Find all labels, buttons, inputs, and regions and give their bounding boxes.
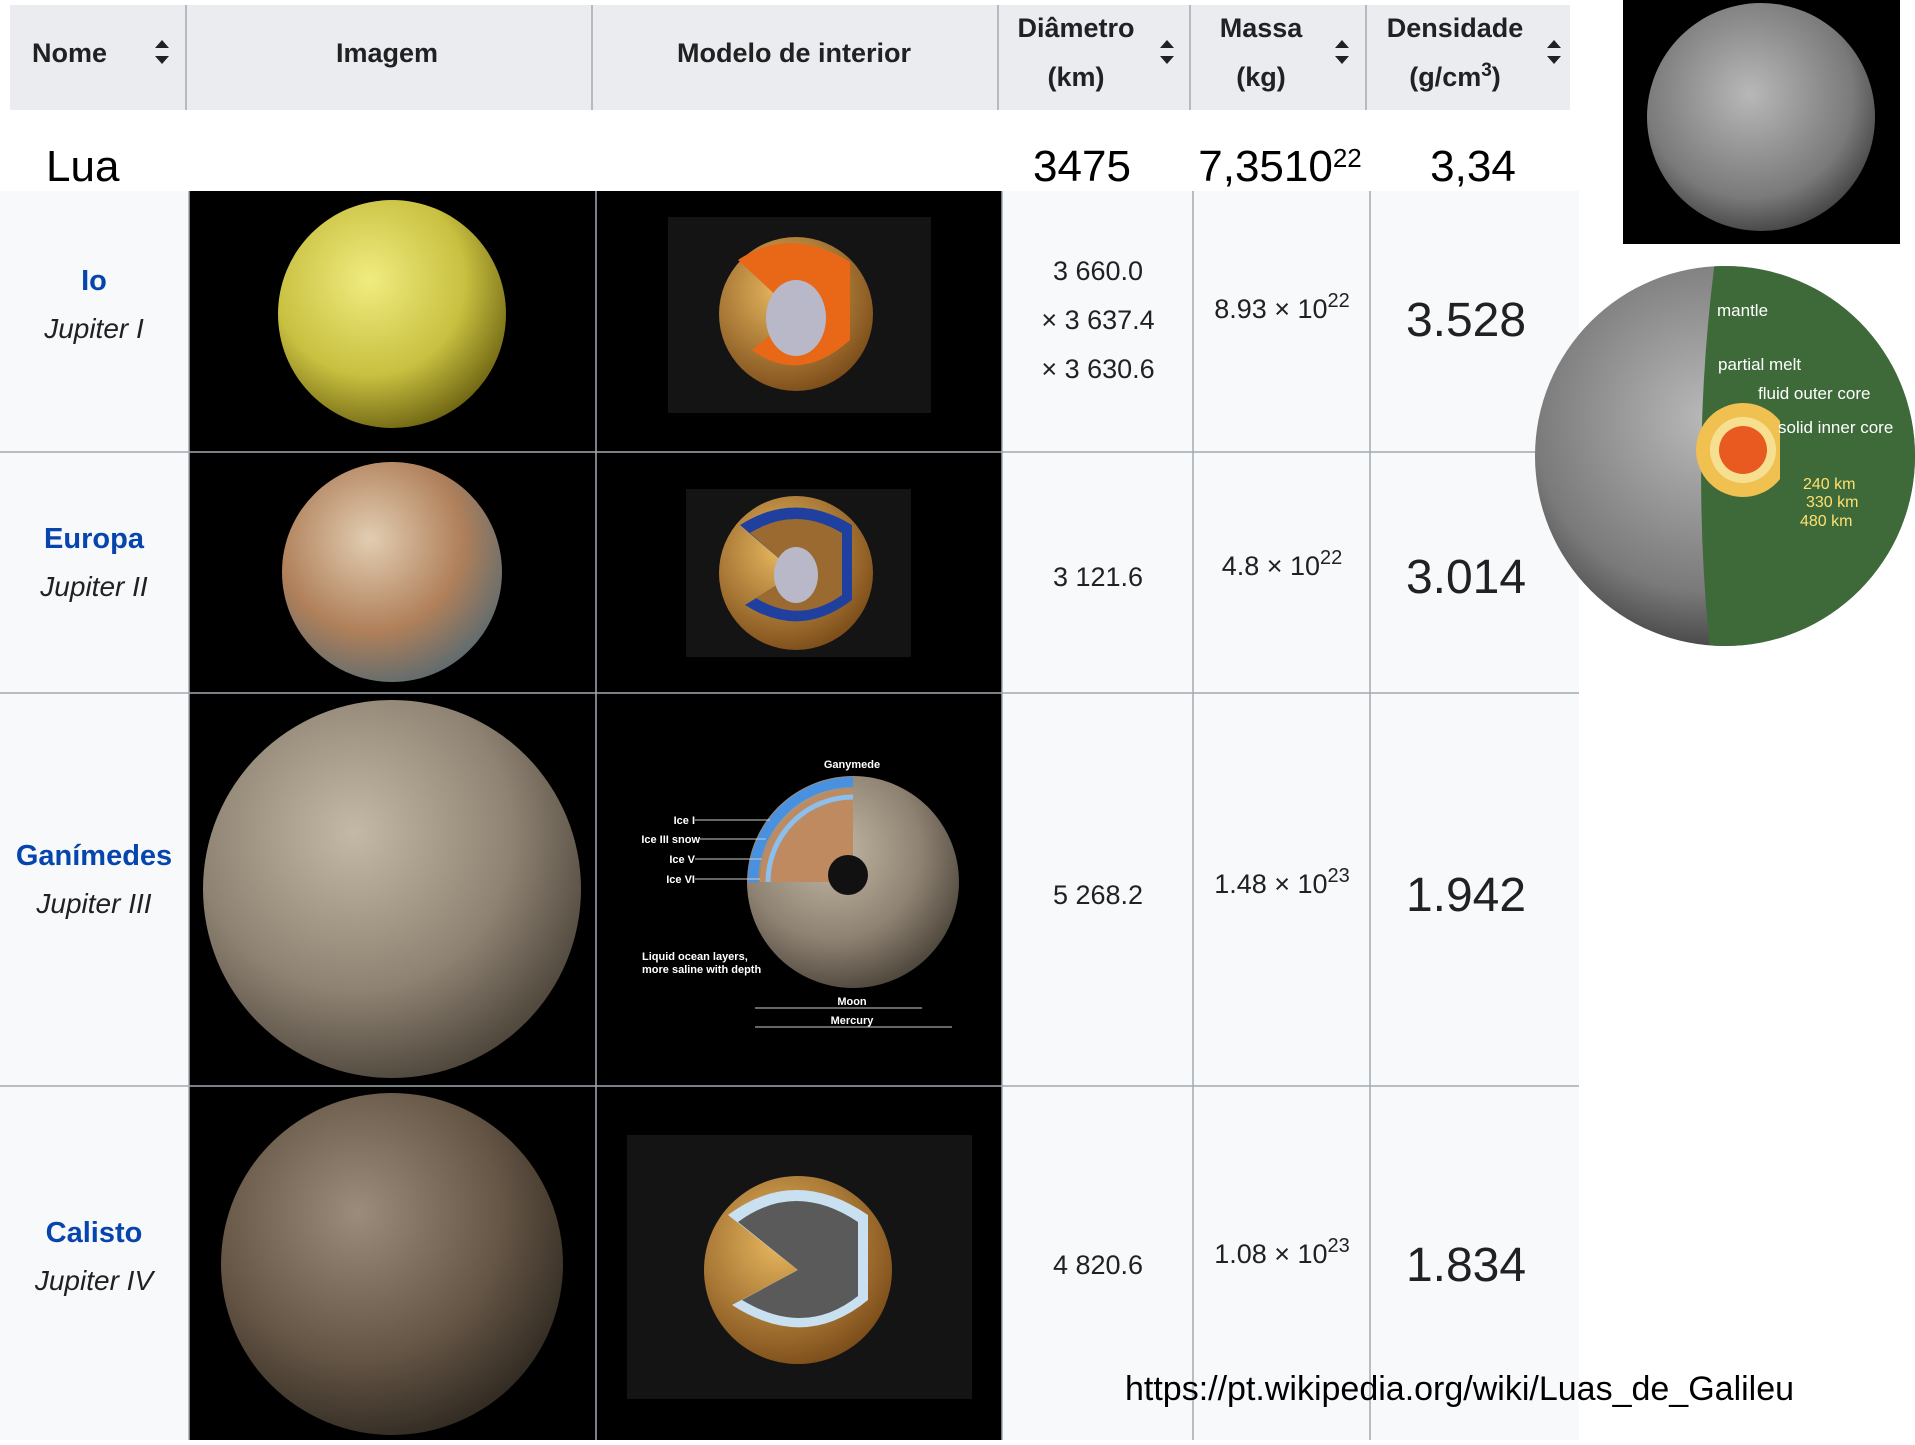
sort-icons[interactable] [155,40,1561,64]
diameter: 5 268.2 [1053,880,1143,910]
moon-diagram: mantle partial melt fluid outer core sol… [1535,266,1915,646]
ganymede-title: Ganymede [824,759,880,771]
lua-density: 3,34 [1430,142,1516,191]
moon-photo [1647,3,1875,231]
europa-image [282,462,502,682]
diameter: × 3 630.6 [1041,354,1154,384]
io-image [278,200,506,428]
density: 3.528 [1406,294,1526,347]
header-imagem: Imagem [336,38,438,68]
ganymede-ocean: Liquid ocean layers, [642,951,748,963]
ganymede-image [203,700,581,1078]
moon-label: fluid outer core [1758,384,1870,403]
mass: 4.8 × 1022 [1222,547,1343,581]
io-interior [668,217,931,413]
moon-name-link[interactable]: Ganímedes [16,840,172,872]
lua-name: Lua [46,142,120,191]
diameter: × 3 637.4 [1041,305,1154,335]
header-nome: Nome [32,38,107,68]
moon-radius: 240 km [1803,476,1855,493]
table-rows: Io Jupiter I 3 660.0 × 3 637.4 × 3 630.6 8.93… [16,256,1526,1296]
moon-name-link[interactable]: Io [81,265,107,297]
row-lines [0,191,1579,1440]
density: 3.014 [1406,551,1526,604]
ganymede-scale: Moon [837,996,867,1008]
diameter: 3 121.6 [1053,562,1143,592]
ganymede-scale: Mercury [831,1015,875,1027]
moon-label: solid inner core [1778,418,1893,437]
header-densidade: Densidade [1387,13,1524,43]
header-massa-unit: (kg) [1236,62,1286,92]
density: 1.942 [1406,869,1526,922]
ganymede-ocean: more saline with depth [642,964,761,976]
density: 1.834 [1406,1239,1526,1292]
diameter: 4 820.6 [1053,1250,1143,1280]
ganymede-layer: Ice V [669,854,695,866]
mass: 1.48 × 1023 [1214,865,1350,899]
moon-label: mantle [1717,301,1768,320]
header-densidade-unit: (g/cm3) [1409,60,1501,92]
source-url: https://pt.wikipedia.org/wiki/Luas_de_Ga… [1125,1370,1794,1408]
moon-name-link[interactable]: Calisto [46,1217,143,1249]
header-diametro-unit: (km) [1047,62,1104,92]
moon-name-link[interactable]: Europa [44,523,145,555]
ganymede-layer: Ice VI [666,874,695,886]
moon-radius: 330 km [1806,494,1858,511]
moon-designation: Jupiter IV [34,1265,156,1296]
moon-radius: 480 km [1800,513,1852,530]
ganymede-layer: Ice III snow [641,834,700,846]
ganymede-interior: Ganymede Ice I Ice III snow Ice V Ice VI… [641,759,959,1028]
mass: 8.93 × 1022 [1214,290,1350,324]
header-bg [10,5,1570,110]
lua-mass: 7,351022 [1198,142,1362,191]
ganymede-layer: Ice I [674,815,695,827]
header-diametro: Diâmetro [1017,13,1134,43]
header-dividers [185,5,1367,110]
lua-diameter: 3475 [1033,142,1131,191]
header-massa: Massa [1220,13,1304,43]
europa-interior [686,489,911,657]
callisto-image [221,1093,563,1435]
moon-designation: Jupiter III [35,888,151,919]
moon-designation: Jupiter I [43,313,144,344]
moon-label: partial melt [1718,355,1801,374]
moon-designation: Jupiter II [39,571,148,602]
callisto-interior [627,1135,972,1399]
diameter: 3 660.0 [1053,256,1143,286]
mass: 1.08 × 1023 [1214,1235,1350,1269]
header-modelo: Modelo de interior [677,38,912,68]
